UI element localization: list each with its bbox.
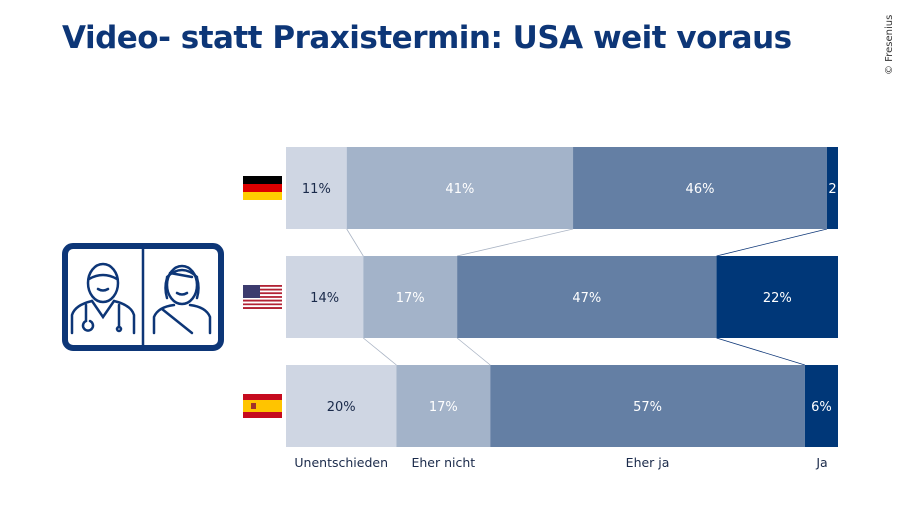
bar-segment-deutschland-3 <box>826 147 838 229</box>
flag-usa-icon <box>243 285 282 309</box>
legend-label: Eher ja <box>626 455 670 470</box>
bar-segment-usa-1 <box>363 256 458 338</box>
bar-segment-spanien-1 <box>396 365 491 447</box>
connector-line <box>457 228 574 257</box>
data-label: 17% <box>429 400 458 415</box>
data-label: 14% <box>310 291 339 306</box>
legend-label: Unentschieden <box>294 455 388 470</box>
connector-line <box>363 337 397 366</box>
connector-line <box>346 228 364 257</box>
bar-segment-usa-0 <box>286 256 364 338</box>
data-label: 47% <box>572 291 601 306</box>
data-label: 20% <box>327 400 356 415</box>
bar-segment-deutschland-0 <box>286 147 347 229</box>
bar-segment-deutschland-1 <box>346 147 574 229</box>
data-label: 2 <box>828 182 836 197</box>
data-label: 11% <box>302 182 331 197</box>
data-label: 17% <box>396 291 425 306</box>
data-label: 46% <box>686 182 715 197</box>
data-label: 6% <box>811 400 832 415</box>
connector-line <box>716 228 828 257</box>
bar-segment-usa-3 <box>716 256 838 338</box>
bar-segment-usa-2 <box>457 256 717 338</box>
video-consultation-icon <box>62 243 224 351</box>
bar-segment-deutschland-2 <box>573 147 827 229</box>
page-title: Video- statt Praxistermin: USA weit vora… <box>62 20 792 56</box>
connector-line <box>716 337 805 366</box>
data-label: 41% <box>445 182 474 197</box>
bar-segment-spanien-0 <box>286 365 397 447</box>
flag-spain-icon <box>243 394 282 418</box>
data-label: 57% <box>633 400 662 415</box>
legend-label: Eher nicht <box>411 455 475 470</box>
legend-label: Ja <box>815 455 827 470</box>
connector-line <box>456 337 491 366</box>
flag-germany-icon <box>243 176 282 200</box>
bar-segment-spanien-2 <box>490 365 805 447</box>
data-label: 22% <box>763 291 792 306</box>
bar-segment-spanien-3 <box>804 365 838 447</box>
